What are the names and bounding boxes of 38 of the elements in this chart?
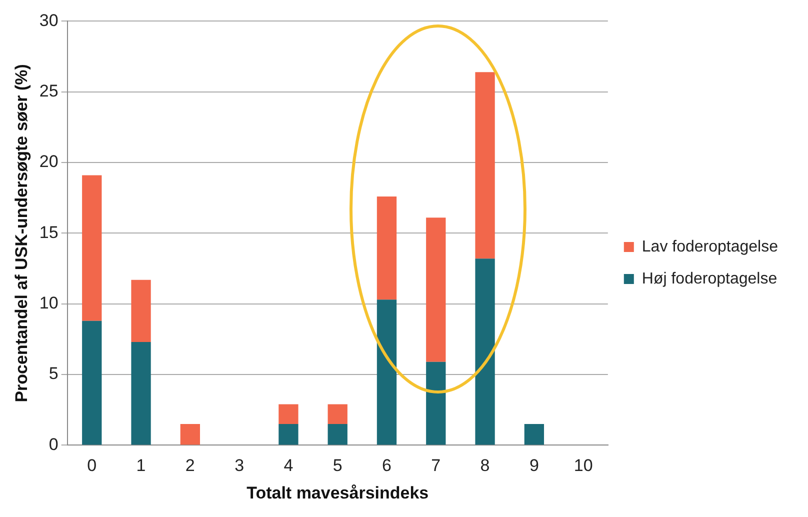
bar bbox=[82, 175, 102, 321]
bar bbox=[328, 404, 348, 424]
y-tick-label: 5 bbox=[48, 364, 58, 384]
x-tick-label: 0 bbox=[87, 456, 97, 476]
bar bbox=[426, 218, 446, 362]
bar bbox=[475, 258, 495, 445]
bar bbox=[475, 72, 495, 259]
y-tick-label: 15 bbox=[39, 222, 58, 242]
y-tick-label: 25 bbox=[39, 82, 58, 101]
bar bbox=[376, 300, 397, 445]
x-tick-label: 6 bbox=[382, 456, 392, 476]
x-tick-label: 3 bbox=[234, 456, 244, 476]
legend-label: Høj foderoptagelse bbox=[642, 270, 778, 288]
x-tick-label: 5 bbox=[332, 456, 342, 476]
bar bbox=[278, 424, 298, 445]
x-tick-label: 7 bbox=[431, 456, 441, 476]
y-tick-label: 10 bbox=[39, 294, 58, 313]
y-tick-label: 20 bbox=[39, 152, 58, 172]
bar bbox=[524, 424, 544, 445]
x-axis-title: Totalt mavesårsindeks bbox=[246, 483, 429, 502]
x-tick-label: 2 bbox=[185, 456, 195, 476]
bar bbox=[131, 342, 151, 445]
y-tick-label: 30 bbox=[39, 10, 58, 30]
x-tick-label: 10 bbox=[574, 456, 593, 476]
x-tick-label: 1 bbox=[136, 456, 146, 476]
bar bbox=[376, 196, 397, 300]
bar bbox=[328, 424, 348, 445]
y-tick-label: 0 bbox=[48, 434, 58, 454]
legend-label: Lav foderoptagelse bbox=[642, 238, 778, 256]
bar bbox=[426, 362, 446, 445]
bar bbox=[278, 404, 298, 424]
x-tick-label: 9 bbox=[529, 456, 539, 476]
bar bbox=[82, 320, 102, 445]
bar bbox=[131, 280, 151, 342]
y-axis-title: Procentandel af USK-undersøgte søer (%) bbox=[12, 64, 31, 402]
bar bbox=[180, 424, 200, 445]
x-tick-label: 4 bbox=[284, 456, 294, 476]
x-tick-label: 8 bbox=[480, 456, 490, 476]
